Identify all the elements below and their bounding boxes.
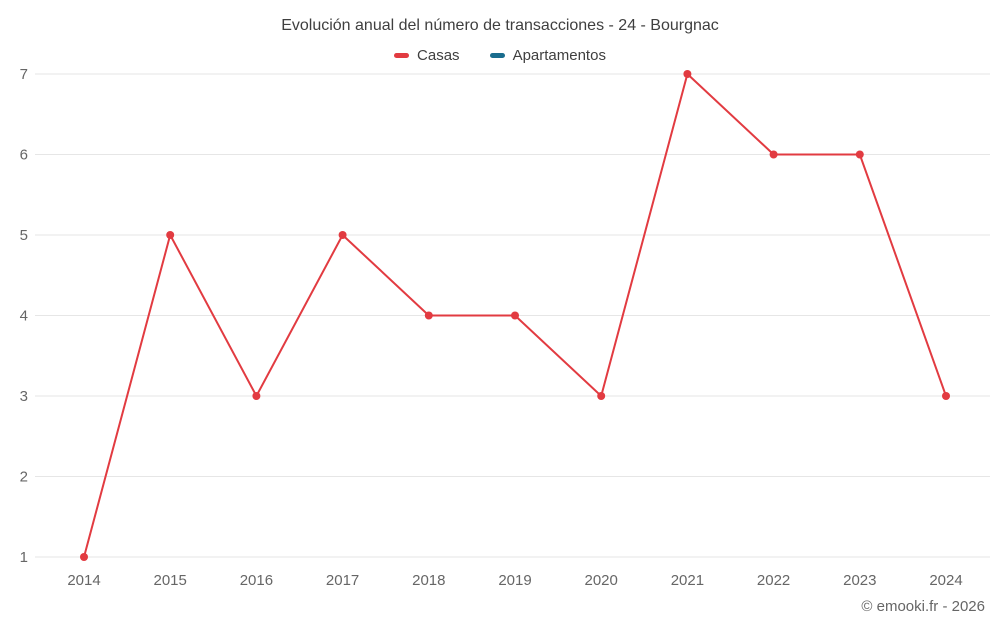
- y-tick-label: 5: [20, 227, 28, 244]
- x-tick-label: 2016: [240, 572, 273, 589]
- x-tick-label: 2014: [67, 572, 100, 589]
- copyright: © emooki.fr - 2026: [861, 598, 985, 615]
- y-tick-label: 6: [20, 147, 28, 164]
- legend-marker-casas-icon: [394, 53, 410, 58]
- legend-marker-apartamentos-icon: [489, 53, 505, 58]
- x-tick-label: 2019: [498, 572, 531, 589]
- x-tick-label: 2021: [671, 572, 704, 589]
- x-tick-label: 2023: [843, 572, 876, 589]
- data-point[interactable]: [511, 311, 519, 320]
- y-tick-label: 2: [20, 469, 28, 486]
- x-tick-label: 2018: [412, 572, 445, 589]
- data-point[interactable]: [683, 70, 692, 78]
- data-point[interactable]: [855, 150, 864, 159]
- x-tick-label: 2017: [326, 572, 359, 589]
- data-point[interactable]: [942, 392, 950, 400]
- data-point[interactable]: [252, 392, 261, 400]
- data-point[interactable]: [80, 553, 88, 561]
- data-point[interactable]: [597, 392, 606, 400]
- y-tick-label: 3: [20, 388, 28, 405]
- data-point[interactable]: [424, 311, 433, 320]
- y-tick-label: 7: [20, 66, 28, 83]
- data-point[interactable]: [338, 231, 347, 239]
- legend-item-casas[interactable]: Casas: [394, 47, 460, 64]
- data-point[interactable]: [769, 150, 778, 159]
- legend-item-apartamentos[interactable]: Apartamentos: [489, 47, 606, 64]
- y-tick-label: 1: [20, 549, 28, 566]
- x-tick-label: 2020: [585, 572, 618, 589]
- data-point[interactable]: [166, 231, 175, 239]
- chart-legend: Casas Apartamentos: [0, 47, 1000, 64]
- y-tick-label: 4: [20, 308, 28, 325]
- chart-title: Evolución anual del número de transaccio…: [281, 17, 719, 34]
- x-tick-label: 2022: [757, 572, 790, 589]
- x-tick-label: 2015: [154, 572, 187, 589]
- legend-label-apartamentos: Apartamentos: [512, 47, 606, 64]
- legend-label-casas: Casas: [417, 47, 460, 64]
- x-tick-label: 2024: [929, 572, 962, 589]
